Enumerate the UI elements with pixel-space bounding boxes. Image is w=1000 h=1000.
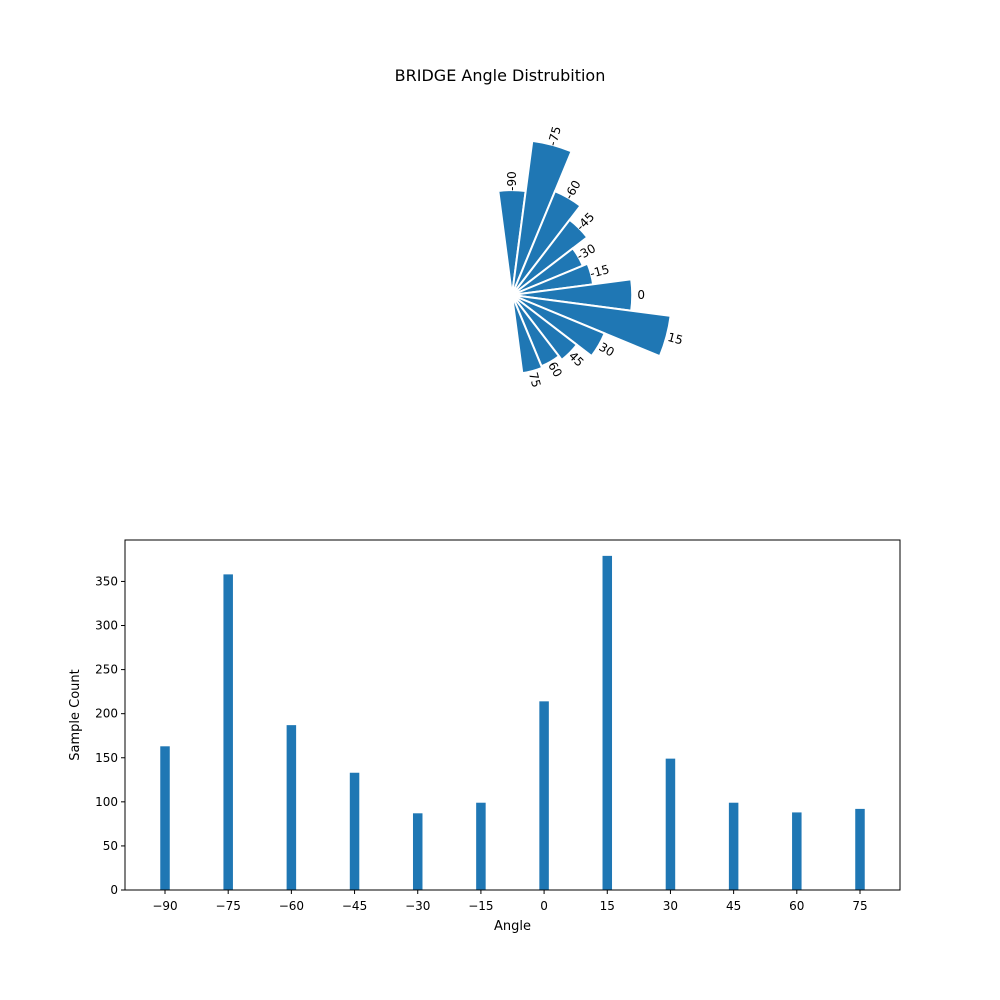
x-axis-label: Angle [494, 919, 531, 934]
y-tick-label: 200 [95, 707, 118, 721]
bar [855, 808, 865, 890]
polar-wedge-label: 30 [597, 340, 617, 360]
x-tick-label: −45 [342, 899, 367, 913]
bar [728, 802, 739, 890]
polar-wedge [511, 294, 672, 358]
polar-wedge [511, 294, 544, 375]
bar [539, 701, 549, 890]
x-tick-label: −60 [279, 899, 304, 913]
x-tick-label: −30 [405, 899, 430, 913]
polar-wedge-label: 15 [666, 330, 684, 347]
bar [665, 758, 676, 890]
x-tick-label: 75 [852, 899, 867, 913]
x-tick-label: 45 [726, 899, 741, 913]
polar-wedge-label: 0 [637, 288, 645, 302]
x-tick-label: 0 [540, 899, 548, 913]
polar-wedge-label: 60 [545, 359, 565, 379]
y-tick-label: 0 [110, 883, 118, 897]
bar [476, 802, 486, 890]
x-tick-label: −75 [216, 899, 241, 913]
x-tick-label: 15 [600, 899, 615, 913]
y-tick-label: 100 [95, 795, 118, 809]
bar [286, 725, 297, 890]
y-tick-label: 250 [95, 663, 118, 677]
y-tick-label: 50 [103, 839, 118, 853]
y-tick-label: 300 [95, 619, 118, 633]
bar [602, 555, 613, 890]
x-tick-label: −90 [152, 899, 177, 913]
bar [349, 772, 360, 890]
polar-wedge [511, 294, 579, 362]
polar-wedge-label: -75 [545, 125, 564, 148]
y-axis-label: Sample Count [68, 669, 83, 760]
polar-wedge [511, 189, 582, 296]
polar-wedge [511, 218, 589, 296]
bar [792, 812, 802, 890]
bar [160, 746, 170, 890]
x-tick-label: 60 [789, 899, 804, 913]
chart-title: BRIDGE Angle Distrubition [394, 66, 606, 85]
y-tick-label: 150 [95, 751, 118, 765]
polar-wedge-label: -90 [505, 171, 519, 191]
x-tick-label: 30 [663, 899, 678, 913]
polar-wedge-label: -15 [588, 262, 611, 281]
x-tick-label: −15 [468, 899, 493, 913]
polar-wedge-label: 75 [526, 371, 543, 389]
plot-frame [124, 539, 901, 891]
bar [223, 574, 233, 890]
polar-wedge [511, 294, 606, 358]
polar-wedge [511, 139, 573, 296]
y-tick-label: 350 [95, 574, 118, 588]
bar [412, 813, 423, 890]
